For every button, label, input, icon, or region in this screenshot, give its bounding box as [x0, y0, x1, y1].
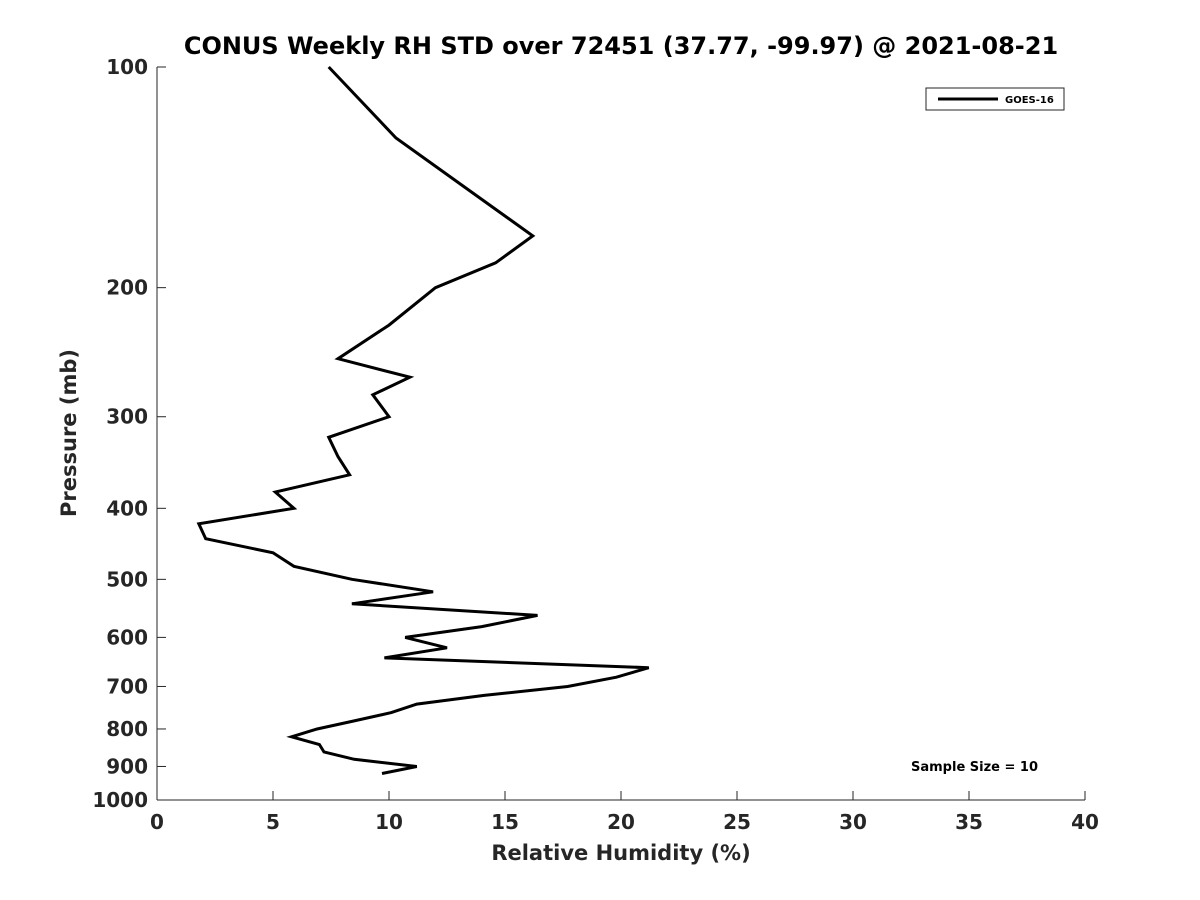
x-axis-label: Relative Humidity (%): [491, 841, 750, 865]
x-tick-label: 5: [266, 810, 280, 834]
y-tick-label: 300: [106, 405, 148, 429]
y-tick-label: 100: [106, 55, 148, 79]
x-tick-label: 0: [150, 810, 164, 834]
x-tick-label: 10: [375, 810, 403, 834]
series-group: [196, 65, 650, 775]
y-tick-label: 200: [106, 276, 148, 300]
series-line-goes-16: [196, 65, 650, 775]
x-tick-label: 30: [839, 810, 867, 834]
y-tick-label: 1000: [92, 788, 148, 812]
legend: GOES-16: [925, 87, 1065, 111]
x-tick-label: 20: [607, 810, 635, 834]
y-tick-label: 800: [106, 717, 148, 741]
y-tick-label: 900: [106, 754, 148, 778]
x-tick-label: 40: [1071, 810, 1099, 834]
y-tick-label: 500: [106, 567, 148, 591]
y-tick-label: 700: [106, 674, 148, 698]
y-axis-label: Pressure (mb): [57, 349, 81, 517]
chart-title: CONUS Weekly RH STD over 72451 (37.77, -…: [184, 32, 1058, 60]
x-axis-ticks: 0 5 10 15 20 25 30 35 40: [150, 791, 1099, 834]
x-tick-label: 35: [955, 810, 983, 834]
legend-label: GOES-16: [1005, 95, 1054, 106]
y-tick-label: 600: [106, 625, 148, 649]
x-tick-label: 25: [723, 810, 751, 834]
y-axis-ticks: 100 200 300 400 500 600 700 800 900 1000: [92, 55, 166, 812]
y-tick-label: 400: [106, 496, 148, 520]
sample-size-annotation: Sample Size = 10: [911, 760, 1038, 775]
x-tick-label: 15: [491, 810, 519, 834]
